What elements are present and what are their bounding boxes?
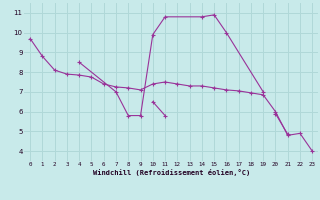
X-axis label: Windchill (Refroidissement éolien,°C): Windchill (Refroidissement éolien,°C) [92, 169, 250, 176]
